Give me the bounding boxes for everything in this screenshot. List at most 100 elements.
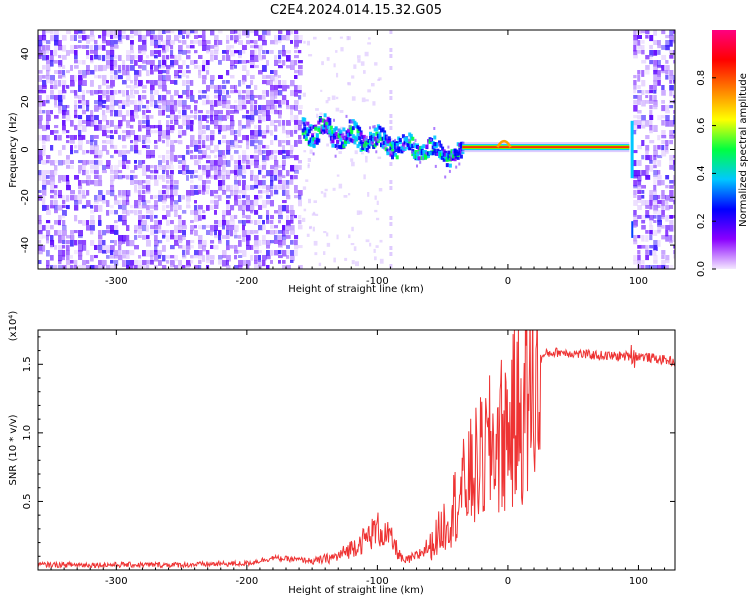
spectrogram-cell	[234, 185, 239, 192]
spectrogram-cell	[262, 115, 266, 122]
spectrogram-cell	[282, 260, 286, 264]
spectrogram-cell	[58, 255, 63, 262]
spectrogram-cell	[218, 95, 222, 102]
spectrogram-cell	[282, 160, 286, 166]
spectrogram-cell	[150, 65, 154, 70]
spectrogram-cell	[661, 205, 665, 210]
spectrogram-cell	[178, 65, 183, 70]
spectrogram-cell	[122, 115, 126, 122]
spectrogram-cell	[669, 165, 674, 170]
spectrogram-cell	[118, 175, 123, 180]
spectrogram-cell	[453, 157, 457, 162]
spectrogram-cell	[222, 175, 226, 180]
spectrogram-cell	[190, 45, 195, 49]
spectrogram-cell	[336, 139, 340, 144]
spectrogram-cell	[134, 30, 138, 36]
spectrogram-cell	[170, 80, 175, 84]
spectrogram-cell	[198, 210, 202, 215]
spectrogram-cell	[42, 125, 47, 132]
spectrogram-cell	[170, 105, 174, 111]
spectrogram-cell	[170, 155, 175, 162]
spectrogram-cell	[641, 170, 647, 176]
colorbar-label: Normalized spectral amplitude	[738, 73, 749, 227]
spectrogram-cell	[110, 30, 114, 36]
spectrogram-cell	[661, 70, 666, 74]
spectrogram-cell	[98, 250, 103, 254]
spectrogram-cell	[50, 130, 54, 135]
spectrogram-cell	[318, 262, 322, 267]
spectrogram-cell	[134, 135, 139, 142]
spectrogram-cell	[154, 195, 158, 199]
spectrogram-cell	[126, 250, 130, 255]
spectrogram-cell	[669, 80, 673, 84]
spectrogram-cell	[414, 138, 417, 142]
spectrogram-cell	[210, 205, 214, 210]
colorbar-tick-label: 0.0	[696, 261, 707, 277]
spectrogram-cell	[665, 110, 671, 114]
spectrogram-cell	[198, 115, 202, 121]
spectrogram-cell	[206, 185, 210, 190]
spectrogram-cell	[226, 240, 230, 246]
spectrogram-cell	[166, 195, 171, 199]
spectrogram-cell	[142, 105, 147, 109]
spectrogram-cell	[38, 220, 42, 225]
spectrogram-cell	[182, 35, 185, 39]
spectrogram-cell	[186, 190, 191, 197]
spectrogram-cell	[210, 75, 215, 81]
spectrogram-cell	[202, 165, 206, 172]
spectrogram-cell	[158, 35, 163, 42]
spectrogram-cell	[641, 265, 645, 269]
snr-x-tick-label: -300	[105, 576, 128, 587]
spectrogram-cell	[238, 165, 243, 170]
spectrogram-cell	[282, 50, 286, 57]
spectrogram-cell	[102, 75, 107, 81]
spectrogram-cell	[190, 90, 194, 96]
spectrogram-cell	[154, 220, 159, 226]
spectrogram-cell	[158, 65, 162, 69]
spectrogram-cell	[66, 180, 70, 187]
spectrogram-cell	[198, 135, 202, 140]
spectrogram-cell	[641, 245, 646, 249]
spectrogram-cell	[340, 143, 344, 148]
spectrogram-cell	[258, 215, 263, 219]
spectrogram-cell	[166, 190, 170, 196]
spectrogram-cell	[661, 105, 666, 112]
spectrogram-cell	[38, 35, 43, 41]
spectrogram-cell	[661, 255, 665, 260]
spectrogram-cell	[384, 147, 388, 152]
spectrogram-cell	[214, 230, 217, 237]
spectrogram-cell	[74, 65, 79, 69]
spectrogram-cell	[134, 260, 139, 266]
spectrogram-cell	[202, 100, 207, 106]
spectrogram-cell	[94, 150, 98, 157]
spectrogram-cell	[389, 162, 393, 166]
spectrogram-cell	[246, 110, 250, 114]
spectrogram-cell	[38, 135, 43, 141]
spectrogram-cell	[258, 105, 262, 110]
spectrogram-cell	[150, 85, 155, 91]
spectrogram-cell	[186, 65, 190, 69]
spectrogram-cell	[90, 90, 94, 96]
spectrogram-cell	[46, 55, 50, 60]
spectrogram-cell	[42, 35, 47, 41]
spectrogram-cell	[114, 45, 119, 49]
spectrogram-cell	[298, 70, 303, 76]
spectrogram-cell	[641, 190, 645, 194]
spectrogram-cell	[309, 137, 313, 142]
spectrogram-cell	[238, 95, 243, 100]
spectrogram-cell	[286, 205, 290, 211]
spectrogram-cell	[58, 65, 62, 69]
spectrogram-cell	[633, 55, 638, 59]
spectrogram-cell	[661, 145, 665, 151]
spectrogram-cell	[274, 155, 278, 161]
spectrogram-cell	[114, 230, 119, 235]
spectrogram-cell	[262, 35, 266, 42]
spectrogram-cell	[238, 235, 242, 239]
spectrogram-cell	[270, 240, 275, 244]
spectrogram-cell	[653, 175, 658, 180]
spectrogram-cell	[274, 135, 278, 141]
spectrogram-cell	[290, 230, 295, 235]
spectrogram-cell	[174, 155, 178, 162]
